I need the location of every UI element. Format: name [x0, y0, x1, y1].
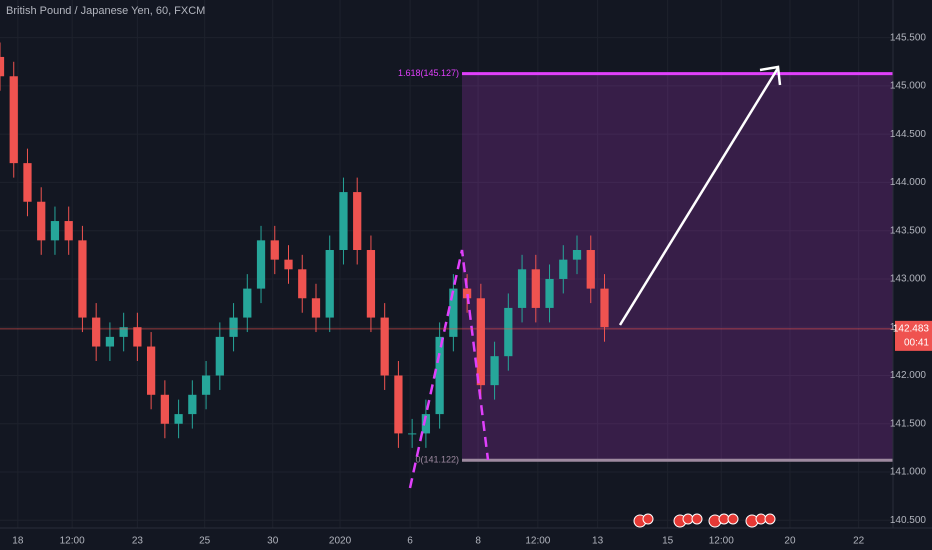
y-tick-label: 142.000 [890, 370, 927, 381]
candle-body [435, 336, 444, 415]
fib-area [462, 73, 893, 461]
x-tick-label: 2020 [329, 536, 352, 547]
candle-body [105, 336, 115, 347]
candle-body [353, 192, 362, 251]
target-arrow [618, 67, 780, 326]
candle-body [339, 192, 348, 251]
candle-body [531, 269, 540, 308]
candle-body [229, 317, 238, 337]
candle-body [160, 394, 169, 424]
y-tick-label: 140.500 [890, 515, 927, 526]
candle-body [188, 394, 197, 415]
y-tick-label: 145.500 [890, 32, 927, 43]
x-tick-label: 12:00 [525, 536, 550, 547]
candle-body [50, 221, 60, 241]
candle-body [517, 269, 527, 308]
candle-body [133, 327, 142, 347]
candle-body [78, 240, 87, 318]
x-tick-label: 23 [132, 536, 144, 547]
candle-body [559, 259, 568, 279]
candle-body [311, 298, 321, 318]
candle-body [37, 201, 46, 241]
candle-body [215, 336, 224, 376]
x-tick-label: 22 [853, 536, 865, 547]
y-tick-label: 144.500 [890, 129, 927, 140]
grid [0, 0, 893, 528]
x-tick-label: 20 [784, 536, 796, 547]
candles [0, 42, 609, 448]
candle-body [9, 76, 18, 164]
candle-body [270, 240, 279, 260]
y-tick-label: 145.000 [890, 81, 927, 92]
candle-body [449, 288, 458, 337]
candle-body [600, 288, 609, 328]
candle-body [421, 414, 431, 434]
candle-body [64, 221, 73, 241]
x-tick-label: 15 [662, 536, 674, 547]
fib-label: 1.618(145.127) [398, 68, 459, 78]
candle-body [545, 278, 554, 308]
candle-body [256, 240, 266, 289]
y-tick-label: 143.000 [890, 274, 927, 285]
x-tick-label: 6 [407, 536, 413, 547]
y-tick-label: 141.000 [890, 467, 927, 478]
x-tick-label: 12:00 [60, 536, 85, 547]
fib-label: 0(141.122) [415, 455, 459, 465]
candle-body [119, 327, 128, 337]
candle-body [23, 163, 32, 202]
arrow-head [759, 65, 782, 86]
candle-body [490, 356, 499, 386]
pattern-line [408, 249, 490, 489]
countdown-label: 00:41 [904, 338, 929, 349]
candle-body [298, 269, 307, 299]
candle-body [572, 250, 582, 260]
candle-body [243, 288, 252, 318]
candle-body [147, 346, 156, 395]
candle-body [0, 56, 5, 77]
x-tick-label: 13 [592, 536, 604, 547]
candle-body [201, 375, 211, 395]
candle-body [462, 288, 472, 299]
candle-body [174, 414, 183, 424]
x-tick-label: 25 [199, 536, 211, 547]
candle-body [394, 375, 403, 434]
y-tick-label: 141.500 [890, 418, 927, 429]
candle-body [476, 298, 485, 386]
x-tick-label: 18 [12, 536, 24, 547]
candle-body [504, 307, 513, 357]
last-price-label: 142.483 [893, 324, 930, 335]
x-tick-label: 12:00 [709, 536, 734, 547]
y-tick-label: 143.500 [890, 225, 927, 236]
candle-body [325, 250, 334, 318]
candle-body [284, 259, 293, 270]
fib-zone: 1.618(145.127) 0(141.122) [398, 68, 893, 465]
candle-body [380, 317, 389, 376]
last-price-box [895, 320, 932, 351]
chart-title: British Pound / Japanese Yen, 60, FXCM [6, 5, 205, 17]
y-tick-label: 144.000 [890, 177, 927, 188]
candle-body [366, 250, 376, 318]
x-tick-label: 30 [267, 536, 279, 547]
x-tick-label: 8 [475, 536, 481, 547]
candle-body [586, 250, 595, 289]
event-icons [633, 513, 776, 528]
candle-body [92, 317, 101, 347]
candle-body [408, 433, 417, 435]
